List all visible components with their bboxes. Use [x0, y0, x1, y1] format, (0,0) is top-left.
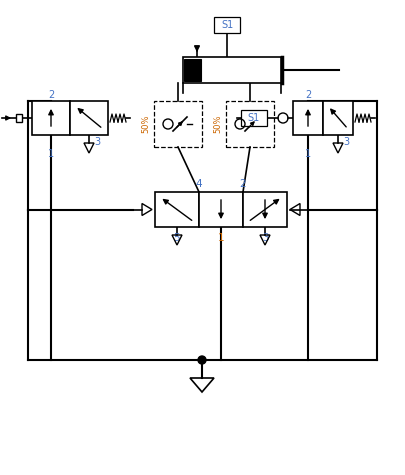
- Bar: [323, 101, 353, 135]
- Text: 5: 5: [174, 233, 180, 243]
- Text: 3: 3: [262, 233, 268, 243]
- Text: S1: S1: [248, 113, 260, 123]
- Text: S1: S1: [221, 20, 233, 30]
- Bar: [243, 192, 287, 227]
- Bar: [155, 192, 199, 227]
- Bar: [214, 17, 240, 33]
- Text: 2: 2: [48, 90, 54, 100]
- Bar: [16, 114, 22, 122]
- Bar: [184, 59, 201, 81]
- Text: 3: 3: [94, 137, 100, 147]
- Text: 1: 1: [48, 149, 54, 159]
- Bar: [199, 192, 243, 227]
- Bar: [293, 101, 323, 135]
- Bar: [183, 57, 281, 83]
- Bar: [241, 110, 267, 126]
- Circle shape: [198, 356, 206, 364]
- Text: 2: 2: [240, 179, 246, 189]
- Text: 1: 1: [305, 149, 311, 159]
- Bar: [32, 101, 70, 135]
- Text: 3: 3: [343, 137, 349, 147]
- Text: 4: 4: [196, 179, 202, 189]
- Text: 50%: 50%: [141, 115, 150, 133]
- Text: 50%: 50%: [213, 115, 222, 133]
- Text: 2: 2: [305, 90, 311, 100]
- Bar: [154, 101, 202, 147]
- Text: 1: 1: [218, 233, 224, 243]
- Bar: [226, 101, 274, 147]
- Bar: [70, 101, 108, 135]
